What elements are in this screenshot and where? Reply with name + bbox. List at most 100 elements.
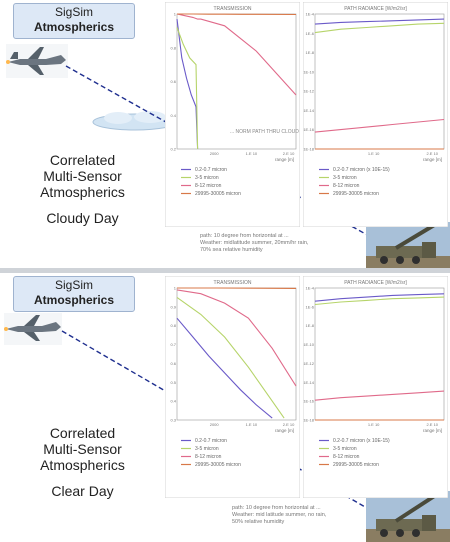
chart-frame (165, 276, 300, 498)
fighter-jet-icon (6, 44, 68, 78)
y-tick-label: 1E-8 (306, 50, 315, 55)
chart-title: TRANSMISSION (213, 280, 251, 286)
legend-label: 29995-30005 micron (195, 191, 241, 197)
legend-label: 8-12 micron (333, 183, 360, 189)
note-line: Weather: midlatitude summer, 20mm/hr rai… (200, 240, 309, 246)
legend-label: 29995-30005 micron (195, 462, 241, 468)
note-line: 50% relative humidity (232, 519, 285, 525)
y-tick-label: 1 (174, 12, 177, 17)
series-line (177, 13, 297, 16)
note-line: path: 10 degree from horizontal at ... (200, 233, 289, 239)
x-tick-label: 1.E 10 (246, 422, 258, 427)
path-radiance-chart-clear: PATH RADIANCE [W/m2/sr] 1E-4 1E-6 1E-8 1E-10… (303, 276, 448, 498)
x-tick-label: 2.E 10 (283, 422, 295, 427)
chart-frame (303, 276, 448, 498)
missile-launcher-vehicle-icon (366, 222, 450, 268)
legend-label: 8-12 micron (333, 454, 360, 460)
title-line: Atmospherics (40, 184, 125, 200)
chart-title: PATH RADIANCE [W/m2/sr] (344, 6, 407, 12)
legend-label: 3-5 micron (333, 446, 357, 452)
series-line (314, 390, 445, 401)
series-line (176, 13, 297, 96)
title-line: Atmospherics (40, 457, 125, 473)
series-line (314, 18, 445, 25)
series-line (314, 296, 445, 306)
side-caption-top: Correlated Multi-Sensor Atmospherics Clo… (0, 152, 165, 226)
x-tick-label: 1.E 10 (246, 151, 258, 156)
scene-bottom (4, 313, 450, 542)
title-line: Multi-Sensor (43, 168, 122, 184)
title-line: Correlated (49, 152, 116, 168)
y-tick-label: 1E-12 (303, 89, 314, 94)
series-line (314, 118, 445, 133)
x-axis-label: range [m] (423, 428, 442, 433)
legend-label: 0.2-0.7 micron (x 10E-15) (333, 167, 390, 173)
y-tick-label: 1E-6 (306, 304, 315, 309)
brand-line-2: Atmospherics (33, 20, 115, 34)
y-tick-label: 1E-18 (303, 147, 314, 152)
series-line (176, 317, 273, 419)
x-tick-label: 2.E 10 (283, 151, 295, 156)
y-tick-label: 1E-12 (303, 361, 314, 366)
chart-frame (165, 2, 300, 227)
chart-frame (303, 2, 448, 227)
path-radiance-chart-cloudy: PATH RADIANCE [W/m2/sr] 1E-4 1E-6 1E-8 1E-10… (303, 2, 448, 227)
legend-label: 0.2-0.7 micron (195, 167, 227, 173)
cloud-path-label: ... NORM PATH THRU CLOUD (230, 129, 299, 135)
panel-divider (0, 268, 450, 273)
series-line (176, 27, 199, 150)
y-tick-label: 1E-4 (306, 286, 315, 291)
series-line (314, 293, 445, 302)
y-tick-label: 1E-14 (303, 108, 314, 113)
series-line (176, 296, 285, 419)
scenario-caption: Clear Day (51, 483, 114, 499)
y-tick-label: 0.2 (170, 147, 176, 152)
y-tick-label: 1E-16 (303, 399, 314, 404)
x-tick-label: 2000 (210, 151, 220, 156)
sigsim-brand-box: SigSim Atmospherics (13, 276, 135, 312)
x-tick-label: 2000 (210, 422, 220, 427)
y-tick-label: 0.8 (170, 323, 176, 328)
series-line (176, 19, 199, 150)
weather-note-top: path: 10 degree from horizontal at ... W… (200, 233, 370, 254)
x-axis-label: range [m] (275, 157, 294, 162)
transmission-chart-cloudy: TRANSMISSION 1 0.8 0.6 0.4 0.2 2000 1.E 10 2.E 1… (165, 2, 300, 227)
y-tick-label: 0.4 (170, 399, 176, 404)
y-tick-label: 1E-6 (306, 31, 315, 36)
y-tick-label: 1E-8 (306, 323, 315, 328)
y-tick-label: 0.6 (170, 361, 176, 366)
y-tick-label: 1E-14 (303, 380, 314, 385)
note-line: Weather: mid latitude summer, no rain, (232, 512, 327, 518)
y-tick-label: 1E-4 (306, 12, 315, 17)
legend-label: 29995-30005 micron (333, 462, 379, 468)
legend-label: 29995-30005 micron (333, 191, 379, 197)
y-tick-label: 1E-10 (303, 69, 314, 74)
missile-launcher-vehicle-icon (366, 491, 450, 542)
y-tick-label: 0.9 (170, 304, 176, 309)
legend-label: 0.2-0.7 micron (x 10E-15) (333, 438, 390, 444)
side-caption-bottom: Correlated Multi-Sensor Atmospherics Cle… (0, 425, 165, 499)
y-tick-label: 0.7 (170, 342, 176, 347)
legend-label: 8-12 micron (195, 183, 222, 189)
weather-note-bottom: path: 10 degree from horizontal at ... W… (232, 505, 372, 526)
scenario-caption: Cloudy Day (46, 210, 119, 226)
x-axis-label: range [m] (275, 428, 294, 433)
clear-day-panel: SigSim Atmospherics Correlated Multi-Sen… (0, 273, 450, 542)
x-tick-label: 1.E 10 (368, 151, 380, 156)
y-tick-label: 1E-18 (303, 418, 314, 423)
transmission-chart-clear: TRANSMISSION 1 0.9 0.8 0.7 0.6 0.5 0.4 0.3 2000 1.… (165, 276, 300, 498)
legend-label: 0.2-0.7 micron (195, 438, 227, 444)
legend-label: 3-5 micron (195, 175, 219, 181)
scene-top (6, 44, 450, 268)
y-tick-label: 1E-10 (303, 342, 314, 347)
y-tick-label: 1 (174, 286, 177, 291)
y-tick-label: 0.6 (170, 79, 176, 84)
series-line (176, 289, 297, 387)
fighter-jet-icon (4, 313, 62, 345)
y-tick-label: 0.4 (170, 113, 176, 118)
x-tick-label: 2.E 10 (426, 422, 438, 427)
x-tick-label: 1.E 10 (368, 422, 380, 427)
note-line: path: 10 degree from horizontal at ... (232, 505, 321, 511)
y-tick-label: 1E-16 (303, 127, 314, 132)
cloudy-day-panel: SigSim Atmospherics Correlated Multi-Sen… (0, 0, 450, 268)
